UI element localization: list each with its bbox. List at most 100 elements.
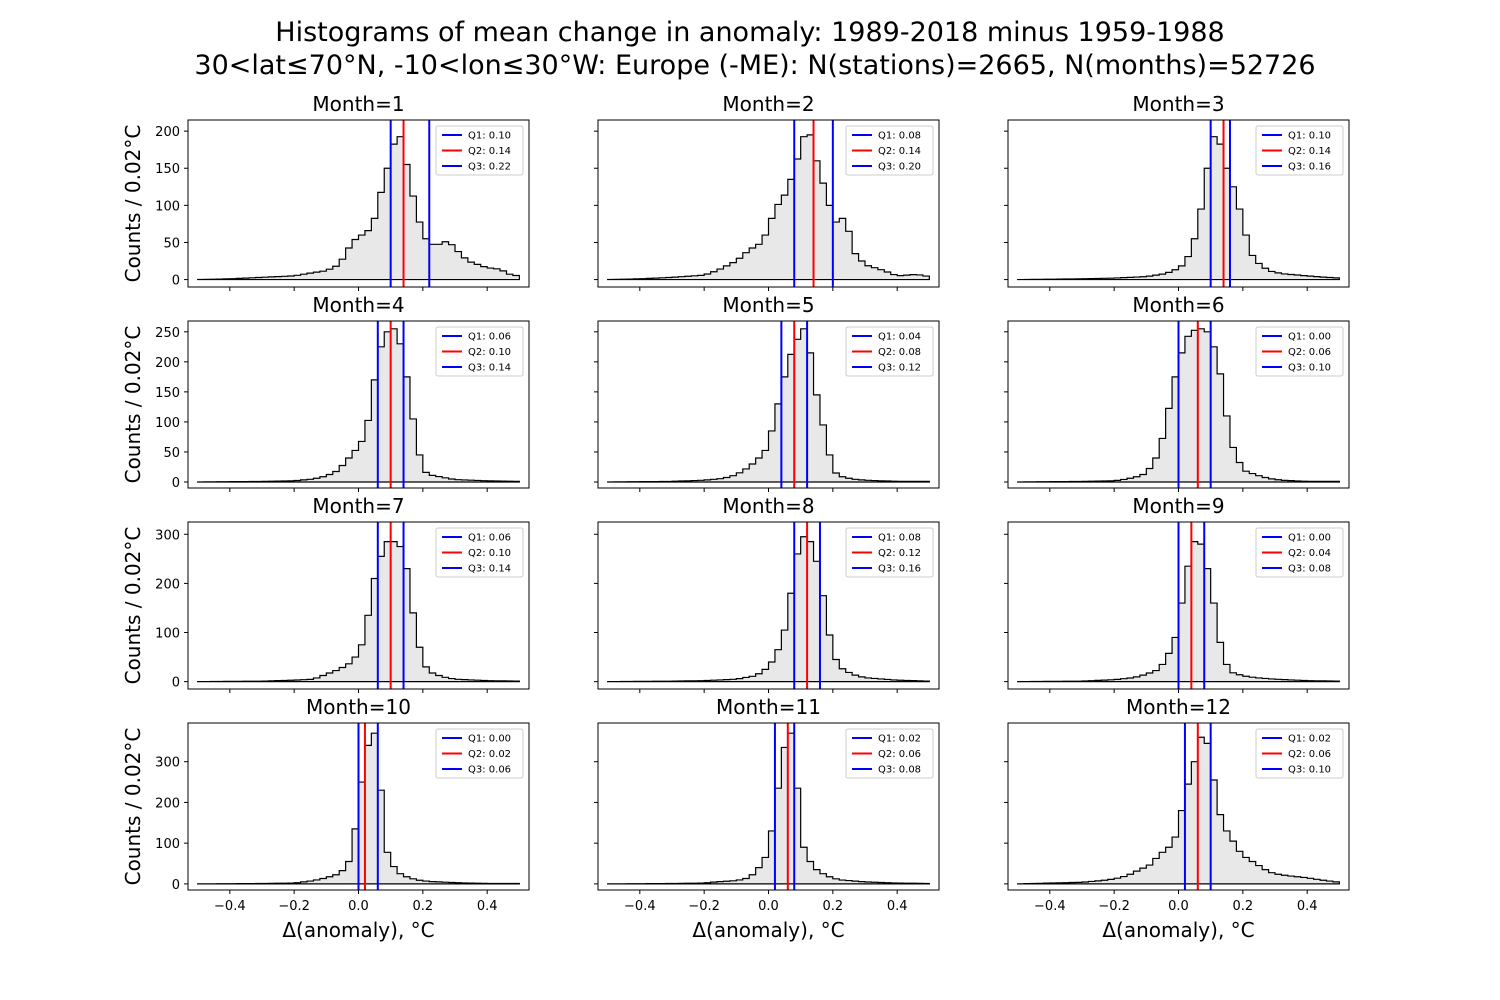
- legend-entry: Q3: 0.12: [878, 363, 921, 374]
- y-tick-label: 200: [155, 356, 180, 371]
- histogram-bars: [1017, 736, 1340, 885]
- x-tick-label: 0.4: [1297, 899, 1318, 914]
- legend-box: [1255, 728, 1344, 779]
- legend-box: [435, 125, 524, 176]
- x-tick-label: −0.4: [1034, 899, 1066, 914]
- legend-entry: Q3: 0.08: [1288, 564, 1331, 575]
- legend-entry: Q2: 0.14: [1288, 146, 1331, 157]
- y-tick-label: 0: [172, 878, 180, 893]
- panel-month-10: Month=10 0 100 200 300 −0.4 −0.2 0.0 0.2 0.4 Count…: [121, 695, 530, 942]
- legend-entry: Q2: 0.10: [468, 347, 511, 358]
- x-tick-label: −0.4: [214, 899, 246, 914]
- y-tick-label: 200: [155, 796, 180, 811]
- x-tick-label: 0.2: [1232, 899, 1253, 914]
- legend-box: [1255, 326, 1344, 377]
- x-tick-label: 0.0: [1168, 899, 1189, 914]
- panel-month-2: Month=2 Q1: 0.08 Q2: 0.14 Q3: 0.20: [594, 92, 940, 291]
- x-tick-label: 0.0: [758, 899, 779, 914]
- y-tick-label: 100: [155, 627, 180, 642]
- y-tick-label: 50: [163, 446, 180, 461]
- legend-entry: Q3: 0.16: [1288, 162, 1331, 173]
- legend-entry: Q1: 0.00: [1288, 332, 1331, 343]
- panel-month-11: Month=11 −0.4 −0.2 0.0 0.2 0.4 Δ(anomaly), °C Q…: [594, 695, 940, 942]
- panel-month-4: Month=4 0 50 100 150 200 250 Counts / 0.02°C Q1:…: [121, 293, 530, 492]
- y-axis-label: Counts / 0.02°C: [121, 125, 145, 283]
- panel-month-12: Month=12 −0.4 −0.2 0.0 0.2 0.4 Δ(anomaly), °C Q…: [1004, 695, 1350, 942]
- panel-month-8: Month=8 Q1: 0.08 Q2: 0.12 Q3: 0.16: [594, 494, 940, 693]
- y-tick-label: 200: [155, 125, 180, 140]
- panel-title: Month=7: [312, 494, 404, 518]
- legend-box: [845, 125, 934, 176]
- legend-entry: Q3: 0.20: [878, 162, 921, 173]
- legend-entry: Q1: 0.00: [1288, 533, 1331, 544]
- legend-entry: Q2: 0.14: [468, 146, 511, 157]
- legend-entry: Q2: 0.04: [1288, 548, 1331, 559]
- panel-title: Month=11: [716, 695, 821, 719]
- x-tick-label: −0.2: [688, 899, 720, 914]
- legend-entry: Q2: 0.08: [878, 347, 921, 358]
- panel-month-7: Month=7 0 100 200 300 Counts / 0.02°C Q1: 0.06…: [121, 494, 530, 693]
- panel-title: Month=9: [1132, 494, 1224, 518]
- legend-entry: Q2: 0.10: [468, 548, 511, 559]
- figure-subtitle: 30<lat≤70°N, -10<lon≤30°W: Europe (-ME):…: [194, 50, 1315, 81]
- panel-title: Month=5: [722, 293, 814, 317]
- legend-entry: Q1: 0.08: [878, 131, 921, 142]
- legend-box: [435, 326, 524, 377]
- legend-entry: Q2: 0.12: [878, 548, 921, 559]
- y-tick-label: 0: [172, 676, 180, 691]
- y-tick-label: 150: [155, 386, 180, 401]
- legend-entry: Q2: 0.06: [1288, 347, 1331, 358]
- panel-month-3: Month=3 Q1: 0.10 Q2: 0.14 Q3: 0.16: [1004, 92, 1350, 291]
- histogram-bars: [607, 134, 930, 281]
- panel-title: Month=6: [1132, 293, 1224, 317]
- histogram-bars: [197, 328, 520, 483]
- panel-title: Month=2: [722, 92, 814, 116]
- y-tick-label: 0: [172, 274, 180, 289]
- panel-title: Month=1: [312, 92, 404, 116]
- y-axis-label: Counts / 0.02°C: [121, 728, 145, 886]
- legend-entry: Q1: 0.04: [878, 332, 921, 343]
- x-axis-label: Δ(anomaly), °C: [282, 918, 434, 942]
- legend-box: [845, 326, 934, 377]
- x-tick-label: 0.4: [887, 899, 908, 914]
- y-tick-label: 50: [163, 236, 180, 251]
- histogram-bars: [607, 732, 930, 885]
- panel-title: Month=4: [312, 293, 404, 317]
- legend-entry: Q2: 0.06: [1288, 749, 1331, 760]
- histogram-bars: [197, 136, 520, 281]
- x-axis-label: Δ(anomaly), °C: [692, 918, 844, 942]
- histogram-bars: [1017, 136, 1340, 281]
- legend-entry: Q1: 0.10: [468, 131, 511, 142]
- legend-entry: Q1: 0.02: [878, 734, 921, 745]
- legend-entry: Q1: 0.00: [468, 734, 511, 745]
- legend-box: [1255, 527, 1344, 578]
- legend-entry: Q1: 0.08: [878, 533, 921, 544]
- panel-month-6: Month=6 Q1: 0.00 Q2: 0.06 Q3: 0.10: [1004, 293, 1350, 492]
- y-axis-label: Counts / 0.02°C: [121, 326, 145, 484]
- y-tick-label: 200: [155, 577, 180, 592]
- histogram-bars: [197, 541, 520, 683]
- legend-entry: Q3: 0.14: [468, 564, 511, 575]
- panel-title: Month=8: [722, 494, 814, 518]
- legend-entry: Q1: 0.06: [468, 533, 511, 544]
- legend-entry: Q3: 0.14: [468, 363, 511, 374]
- legend-entry: Q2: 0.14: [878, 146, 921, 157]
- y-axis-label: Counts / 0.02°C: [121, 527, 145, 685]
- panel-title: Month=12: [1126, 695, 1231, 719]
- legend-entry: Q3: 0.16: [878, 564, 921, 575]
- y-tick-label: 100: [155, 416, 180, 431]
- panel-month-1: Month=1 0 50 100 150 200 Counts / 0.02°C Q1: 0.…: [121, 92, 530, 291]
- legend-entry: Q3: 0.06: [468, 765, 511, 776]
- x-tick-label: 0.2: [822, 899, 843, 914]
- x-tick-label: 0.0: [348, 899, 369, 914]
- legend-box: [435, 728, 524, 779]
- histogram-bars: [607, 328, 930, 483]
- panel-title: Month=10: [306, 695, 411, 719]
- y-tick-label: 300: [155, 756, 180, 771]
- x-axis-label: Δ(anomaly), °C: [1102, 918, 1254, 942]
- legend-entry: Q1: 0.10: [1288, 131, 1331, 142]
- x-tick-label: 0.2: [412, 899, 433, 914]
- legend-entry: Q1: 0.06: [468, 332, 511, 343]
